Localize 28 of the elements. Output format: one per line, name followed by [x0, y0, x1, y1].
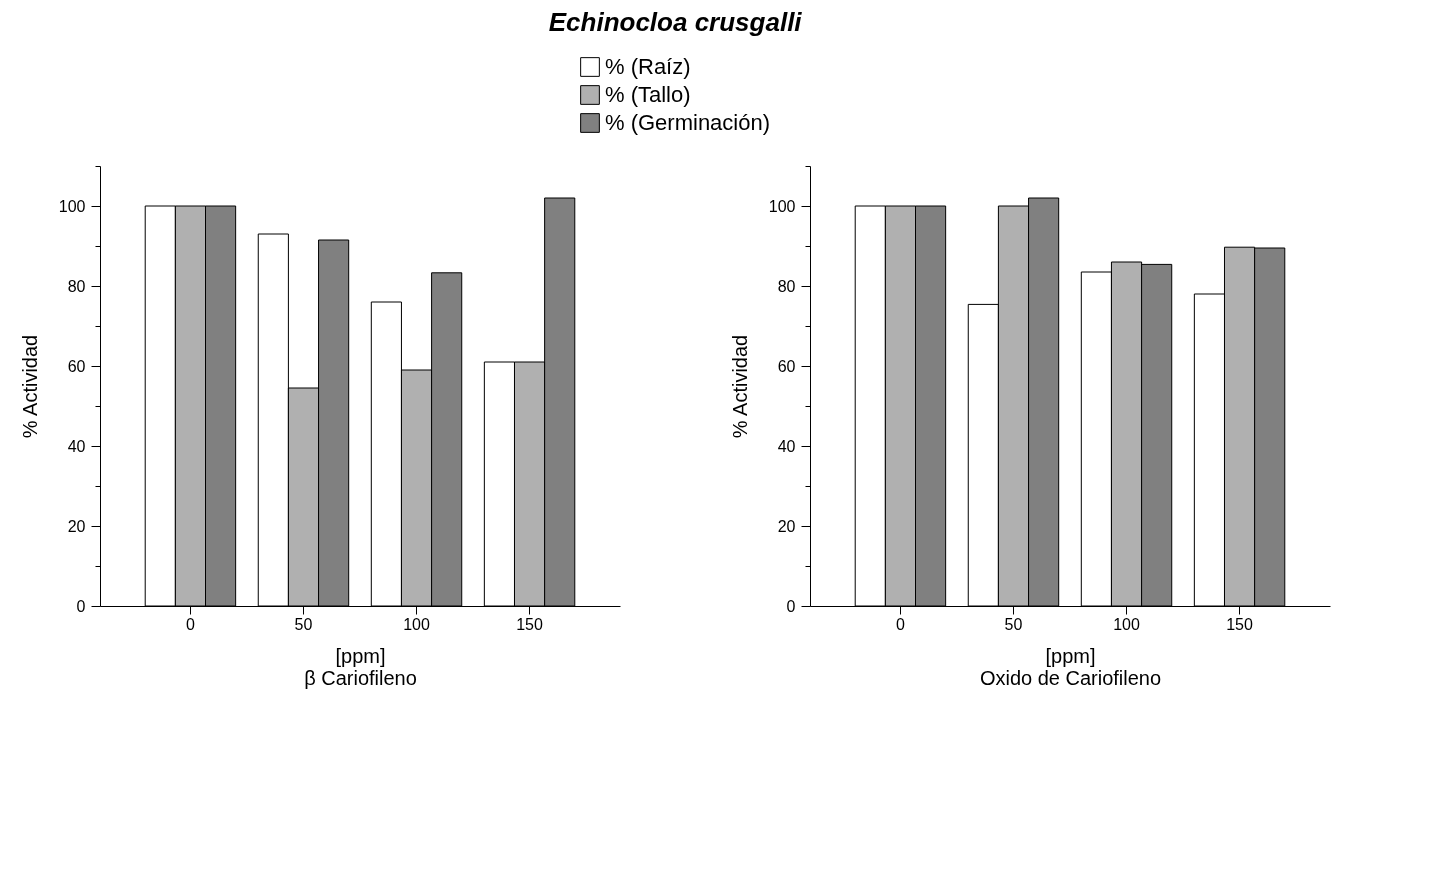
text: Echinocloa crusgalli: [548, 7, 803, 37]
y-tick-label: 100: [58, 197, 86, 215]
y-tick-label: 40: [777, 437, 796, 455]
y-axis-title: % Actividad: [728, 334, 751, 439]
y-tick-label: 0: [786, 597, 796, 615]
y-tick-label: 20: [777, 517, 796, 535]
legend-label: % (Raíz): [605, 54, 691, 79]
y-tick-label: 60: [67, 357, 86, 375]
x-tick-label: 100: [1113, 615, 1140, 633]
y-tick-label: 80: [67, 277, 86, 295]
legend-label: % (Germinación): [605, 110, 771, 135]
x-axis-title: [ppm] β Cariofileno: [304, 644, 417, 689]
x-tick-label: 0: [185, 615, 195, 633]
x-tick-label: 50: [1004, 615, 1023, 633]
y-tick-label: 40: [67, 437, 86, 455]
y-tick-label: 80: [777, 277, 796, 295]
y-tick-label: 60: [777, 357, 796, 375]
legend-label: % (Tallo): [605, 82, 691, 107]
y-axis-title: % Actividad: [18, 334, 41, 439]
x-tick-label: 150: [516, 615, 544, 633]
x-tick-label: 150: [1226, 615, 1254, 633]
y-tick-label: 0: [76, 597, 86, 615]
y-tick-label: 20: [67, 517, 86, 535]
x-tick-label: 100: [403, 615, 430, 633]
x-tick-label: 0: [895, 615, 905, 633]
y-tick-label: 100: [768, 197, 796, 215]
x-axis-title: [ppm] Oxido de Cariofileno: [979, 644, 1162, 689]
x-tick-label: 50: [294, 615, 313, 633]
